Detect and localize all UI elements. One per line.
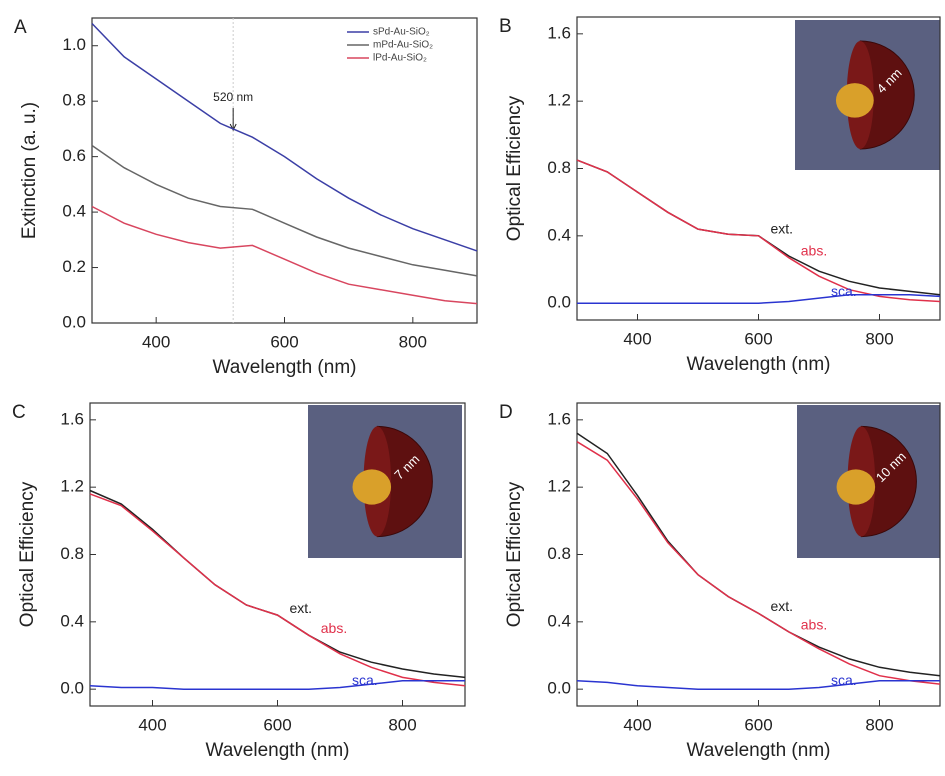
inset-shell [376, 425, 433, 538]
y-axis-title: Optical Efficiency [17, 481, 38, 627]
inset-core [836, 469, 876, 505]
x-tick-label: 600 [744, 715, 772, 734]
y-tick-label: 1.6 [60, 409, 84, 428]
y-tick-label: 0.0 [547, 293, 571, 312]
series-label: abs. [801, 242, 827, 258]
x-tick-label: 800 [865, 715, 893, 734]
y-tick-label: 1.2 [60, 477, 84, 496]
series-label: sca. [831, 283, 857, 299]
y-tick-label: 1.0 [62, 35, 86, 54]
x-tick-label: 600 [744, 329, 772, 348]
x-axis-title: Wavelength (nm) [206, 740, 350, 761]
series-line [576, 680, 940, 690]
series-line [91, 22, 478, 252]
y-tick-label: 0.2 [62, 257, 86, 276]
x-tick-label: 800 [388, 715, 416, 734]
x-tick-label: 600 [270, 332, 298, 351]
y-tick-label: 0.0 [60, 679, 84, 698]
legend-label: lPd-Au-SiO₂ [373, 53, 427, 64]
panel-label: A [14, 17, 27, 38]
x-tick-label: 400 [623, 329, 651, 348]
legend-label: sPd-Au-SiO₂ [373, 27, 430, 38]
annotation-text: 520 nm [213, 90, 253, 104]
y-tick-label: 0.4 [62, 202, 86, 221]
series-line [91, 144, 478, 277]
series-line [576, 159, 941, 303]
series-line [91, 205, 478, 305]
series-line [89, 493, 466, 687]
y-tick-label: 0.4 [547, 611, 571, 630]
y-tick-label: 1.2 [547, 91, 571, 110]
panel-label: D [499, 402, 513, 423]
y-tick-label: 0.6 [62, 146, 86, 165]
x-tick-label: 400 [623, 715, 651, 734]
x-axis-title: Wavelength (nm) [687, 740, 831, 761]
series-label: sca. [831, 672, 857, 688]
panel-label: B [499, 16, 512, 37]
series-line [576, 441, 941, 685]
series-label: ext. [290, 600, 313, 616]
x-tick-label: 600 [263, 715, 291, 734]
series-label: ext. [771, 598, 794, 614]
x-tick-label: 400 [138, 715, 166, 734]
panel-label: C [12, 402, 26, 423]
series-label: abs. [801, 617, 827, 633]
y-tick-label: 1.6 [547, 409, 571, 428]
x-tick-label: 400 [142, 332, 170, 351]
y-tick-label: 0.4 [547, 225, 571, 244]
y-tick-label: 0.8 [547, 158, 571, 177]
y-axis-title: Extinction (a. u.) [19, 102, 40, 239]
series-label: sca. [352, 672, 378, 688]
series-line [576, 159, 941, 296]
x-axis-title: Wavelength (nm) [687, 354, 831, 375]
inset-core [835, 83, 874, 118]
x-axis-title: Wavelength (nm) [213, 357, 357, 378]
inset-core [352, 469, 392, 505]
series-line [89, 680, 465, 690]
y-axis-title: Optical Efficiency [504, 95, 525, 241]
annotation-arrow [229, 108, 237, 132]
y-tick-label: 0.0 [547, 679, 571, 698]
y-tick-label: 0.8 [62, 91, 86, 110]
y-tick-label: 0.4 [60, 611, 84, 630]
y-tick-label: 1.2 [547, 477, 571, 496]
series-label: abs. [321, 620, 347, 636]
x-tick-label: 800 [865, 329, 893, 348]
legend-label: mPd-Au-SiO₂ [373, 40, 433, 51]
x-tick-label: 800 [399, 332, 427, 351]
y-tick-label: 0.8 [547, 544, 571, 563]
series-line [577, 294, 941, 304]
y-axis-title: Optical Efficiency [504, 481, 525, 627]
inset-shell [859, 40, 915, 150]
y-tick-label: 1.6 [547, 23, 571, 42]
y-tick-label: 0.8 [60, 544, 84, 563]
inset-shell [860, 425, 917, 538]
y-tick-label: 0.0 [62, 312, 86, 331]
plot-frame [91, 17, 478, 324]
series-label: ext. [771, 221, 794, 237]
